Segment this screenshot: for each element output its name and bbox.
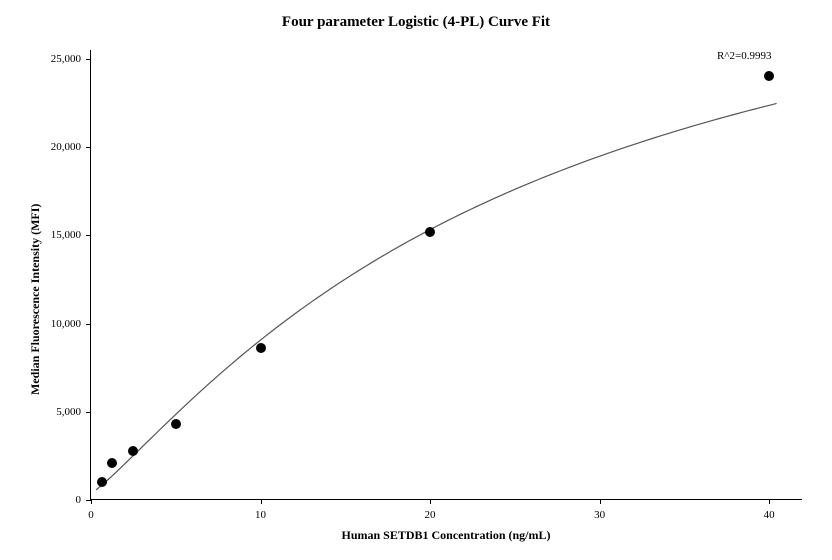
data-point	[97, 477, 107, 487]
data-point	[256, 343, 266, 353]
y-tick-label: 15,000	[51, 229, 91, 241]
data-point	[425, 227, 435, 237]
x-tick-label: 10	[255, 499, 266, 521]
y-axis-label: Median Fluorescence Intensity (MFI)	[28, 204, 43, 395]
x-axis-label: Human SETDB1 Concentration (ng/mL)	[90, 528, 802, 543]
y-tick-label: 20,000	[51, 141, 91, 153]
y-tick-label: 25,000	[51, 53, 91, 65]
plot-area: 05,00010,00015,00020,00025,000010203040R…	[90, 50, 802, 500]
r-squared-annotation: R^2=0.9993	[717, 50, 771, 62]
data-point	[107, 458, 117, 468]
chart-title: Four parameter Logistic (4-PL) Curve Fit	[0, 14, 832, 31]
x-tick-label: 20	[425, 499, 436, 521]
x-tick-label: 40	[764, 499, 775, 521]
curve-path	[96, 103, 777, 489]
y-tick-label: 5,000	[56, 406, 91, 418]
x-tick-label: 30	[594, 499, 605, 521]
y-tick-label: 10,000	[51, 318, 91, 330]
data-point	[764, 71, 774, 81]
fit-curve	[91, 50, 802, 499]
data-point	[171, 419, 181, 429]
x-tick-label: 0	[88, 499, 94, 521]
data-point	[128, 446, 138, 456]
